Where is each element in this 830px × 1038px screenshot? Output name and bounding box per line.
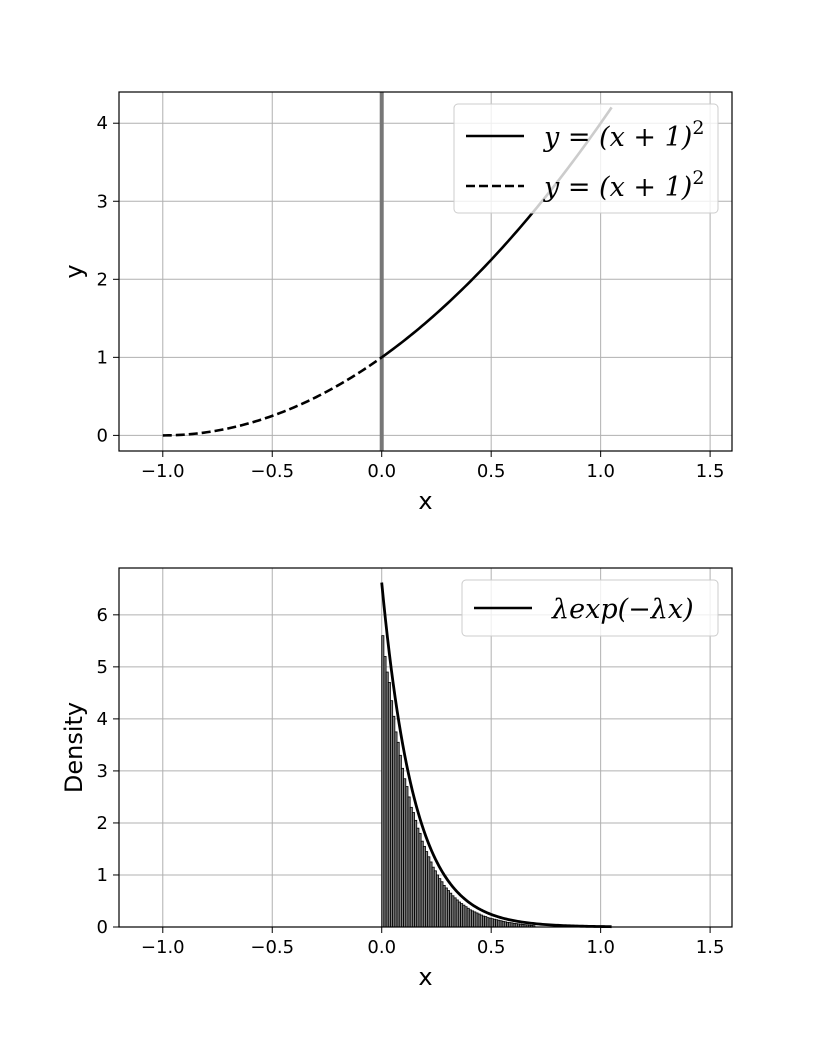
bottom-legend-box bbox=[461, 579, 719, 637]
bottom-y-tick-label: 5 bbox=[97, 657, 108, 678]
top-x-tick-label: −1.0 bbox=[141, 461, 185, 482]
bottom-plot-frame bbox=[118, 567, 733, 928]
bottom-y-tick-label: 0 bbox=[97, 917, 108, 938]
bottom-y-axis-label: Density bbox=[60, 702, 88, 793]
legend-label-solid: y = (x + 1)2 bbox=[543, 117, 704, 153]
top-y-tick-label: 1 bbox=[97, 347, 108, 368]
legend-label-dashed: y = (x + 1)2 bbox=[543, 167, 704, 203]
legend-label-density: λexp(−λx) bbox=[551, 594, 694, 625]
top-legend: y = (x + 1)2 y = (x + 1)2 bbox=[453, 103, 719, 214]
top-ticks: −1.0 −0.5 0.0 0.5 1.0 1.5 0 1 2 3 4 bbox=[97, 113, 725, 482]
top-x-tick-label: 1.0 bbox=[586, 461, 615, 482]
top-y-tick-label: 0 bbox=[97, 425, 108, 446]
top-y-tick-label: 4 bbox=[97, 113, 108, 134]
bottom-x-tick-label: −1.0 bbox=[141, 937, 185, 958]
density-curve bbox=[380, 582, 612, 929]
bottom-x-tick-label: 1.0 bbox=[586, 937, 615, 958]
bottom-y-tick-label: 4 bbox=[97, 709, 108, 730]
top-plot: −1.0 −0.5 0.0 0.5 1.0 1.5 0 1 2 3 4 x y y = (x + 1… bbox=[60, 91, 733, 515]
bottom-x-axis-label: x bbox=[418, 963, 432, 991]
bottom-plot: −1.0 −0.5 0.0 0.5 1.0 1.5 0 1 2 3 4 5 6 x Density λe… bbox=[60, 567, 733, 991]
top-y-tick-label: 2 bbox=[97, 269, 108, 290]
bottom-ticks: −1.0 −0.5 0.0 0.5 1.0 1.5 0 1 2 3 4 5 6 bbox=[97, 605, 725, 958]
dashed-curve-series bbox=[162, 356, 383, 437]
top-y-axis-label: y bbox=[60, 264, 88, 278]
top-plot-frame bbox=[118, 91, 733, 452]
bottom-y-tick-label: 1 bbox=[97, 865, 108, 886]
bottom-x-tick-label: 0.5 bbox=[477, 937, 506, 958]
top-x-axis-label: x bbox=[418, 487, 432, 515]
bottom-x-tick-label: −0.5 bbox=[250, 937, 294, 958]
top-x-tick-label: 1.5 bbox=[696, 461, 725, 482]
bottom-y-tick-label: 6 bbox=[97, 605, 108, 626]
bottom-y-tick-label: 2 bbox=[97, 813, 108, 834]
bottom-x-tick-label: 0.0 bbox=[367, 937, 396, 958]
bottom-legend: λexp(−λx) bbox=[461, 579, 719, 637]
top-x-tick-label: −0.5 bbox=[250, 461, 294, 482]
top-x-tick-label: 0.5 bbox=[477, 461, 506, 482]
bottom-x-tick-label: 1.5 bbox=[696, 937, 725, 958]
top-x-tick-label: 0.0 bbox=[367, 461, 396, 482]
top-y-tick-label: 3 bbox=[97, 191, 108, 212]
bottom-y-tick-label: 3 bbox=[97, 761, 108, 782]
